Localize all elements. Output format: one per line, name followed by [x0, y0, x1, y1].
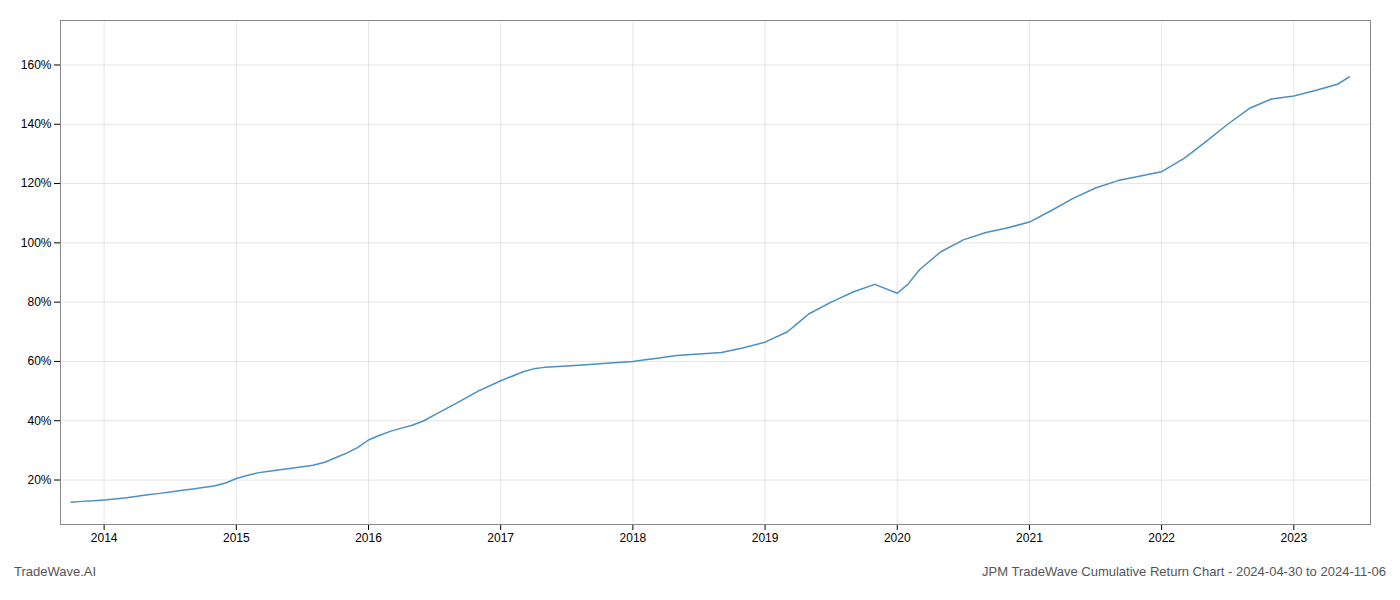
svg-text:100%: 100% — [21, 236, 52, 250]
svg-text:2020: 2020 — [884, 531, 911, 545]
svg-text:120%: 120% — [21, 176, 52, 190]
svg-text:60%: 60% — [27, 354, 51, 368]
html-text:JPM TradeWave Cumulative Retur: JPM TradeWave Cumulative Return Chart - … — [982, 564, 1386, 579]
svg-text:20%: 20% — [27, 473, 51, 487]
svg-text:2023: 2023 — [1280, 531, 1307, 545]
svg-text:80%: 80% — [27, 295, 51, 309]
svg-text:140%: 140% — [21, 117, 52, 131]
svg-text:2019: 2019 — [752, 531, 779, 545]
svg-text:2021: 2021 — [1016, 531, 1043, 545]
svg-text:2015: 2015 — [223, 531, 250, 545]
svg-text:2014: 2014 — [91, 531, 118, 545]
svg-text:2017: 2017 — [487, 531, 514, 545]
svg-text:2022: 2022 — [1148, 531, 1175, 545]
svg-text:2016: 2016 — [355, 531, 382, 545]
svg-text:40%: 40% — [27, 414, 51, 428]
svg-text:2018: 2018 — [620, 531, 647, 545]
svg-text:160%: 160% — [21, 58, 52, 72]
html-text:TradeWave.AI: TradeWave.AI — [14, 564, 97, 579]
